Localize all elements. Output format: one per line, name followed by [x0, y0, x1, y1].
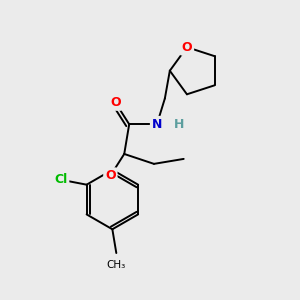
Text: N: N — [152, 118, 162, 131]
Text: O: O — [110, 96, 121, 109]
Text: Cl: Cl — [54, 173, 68, 186]
Text: O: O — [105, 169, 116, 182]
Text: CH₃: CH₃ — [107, 260, 126, 270]
Text: H: H — [173, 118, 184, 131]
Text: O: O — [182, 41, 192, 54]
